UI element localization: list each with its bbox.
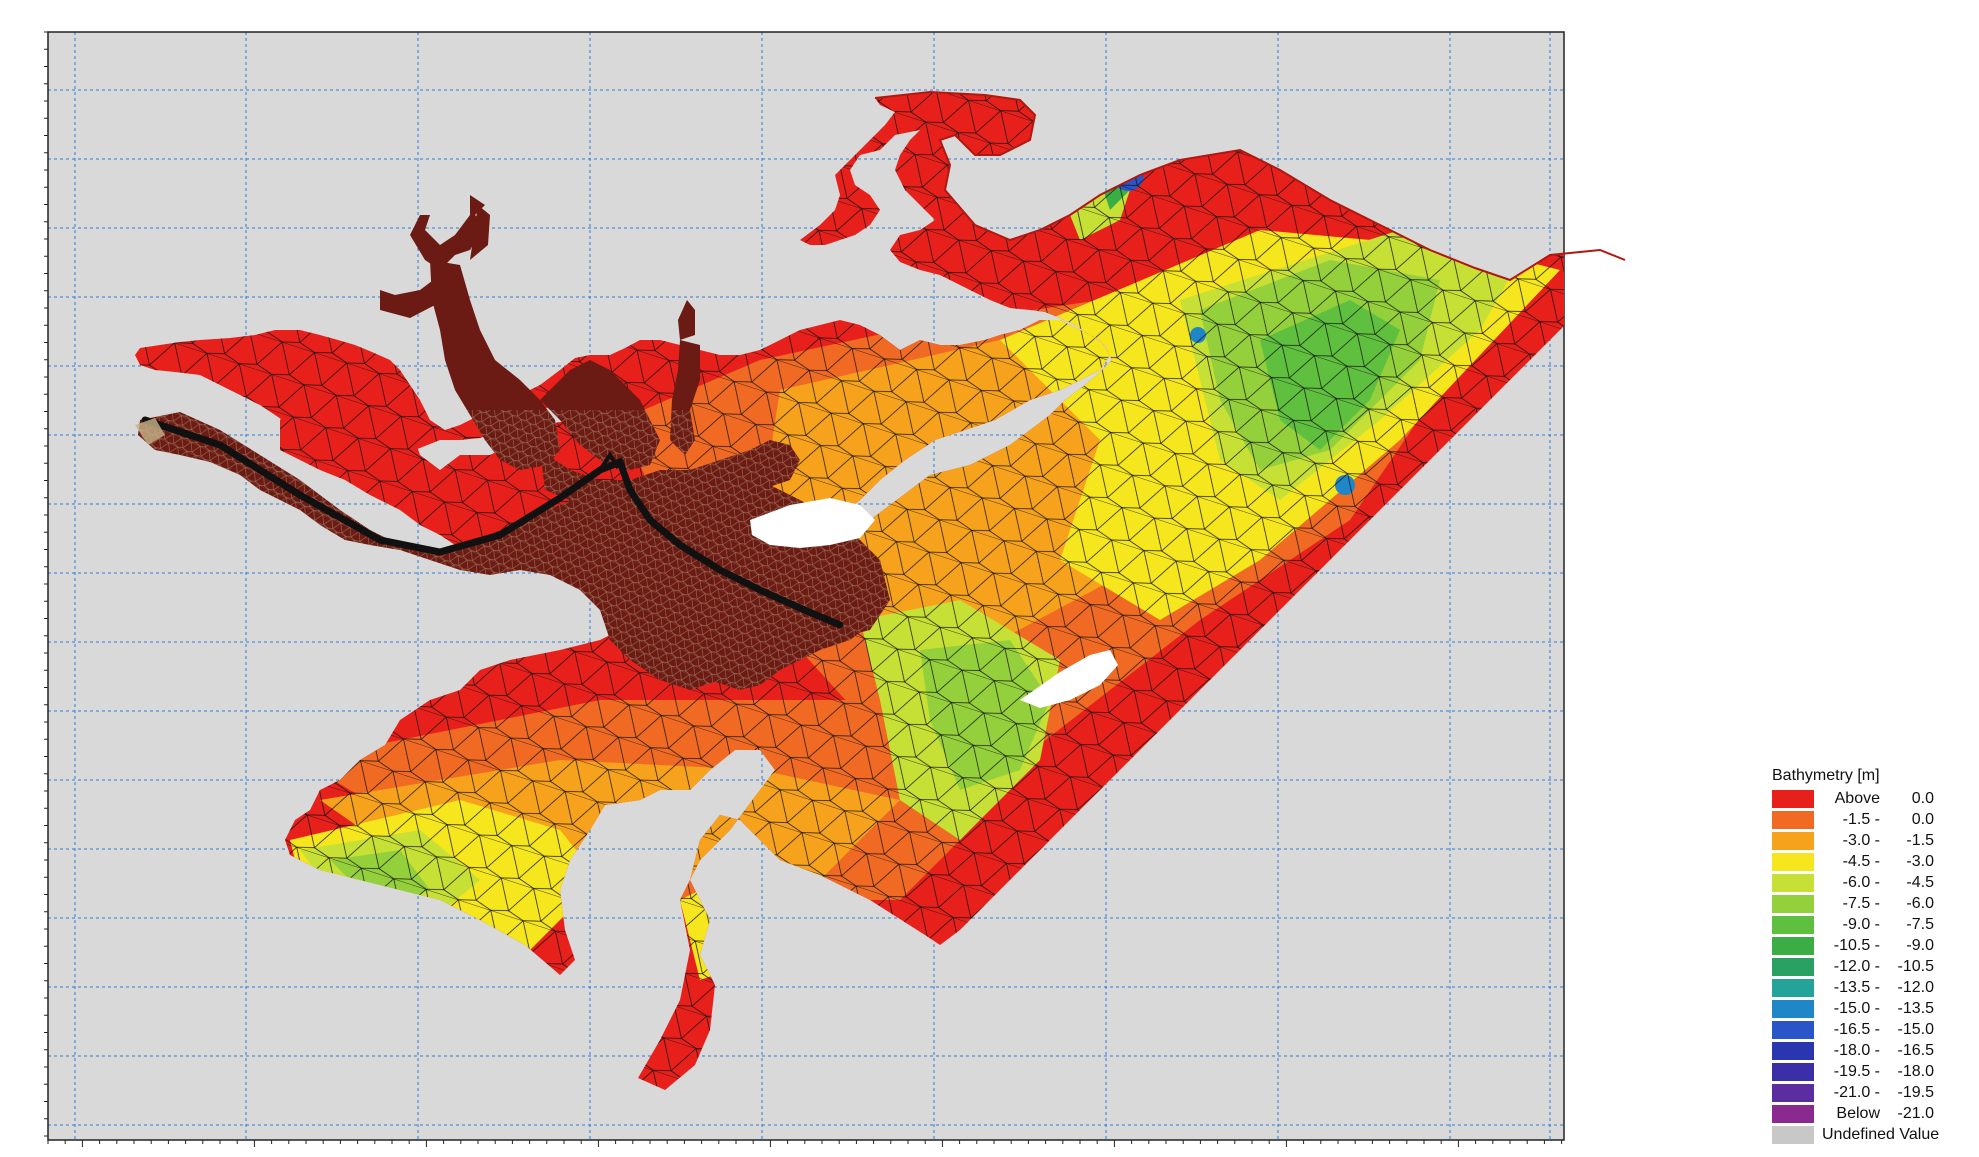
legend-range-from: -7.5 - bbox=[1842, 895, 1880, 912]
legend-swatch bbox=[1772, 979, 1814, 997]
legend-item: -10.5 - -9.0 bbox=[1772, 936, 1979, 956]
legend-range-to: 0.0 bbox=[1911, 790, 1934, 807]
legend-range-to: -7.5 bbox=[1906, 916, 1934, 933]
legend-range-from: -13.5 - bbox=[1833, 979, 1880, 996]
legend-range-from: Above bbox=[1834, 790, 1880, 807]
legend-item: Below -21.0 bbox=[1772, 1104, 1979, 1124]
legend-title: Bathymetry [m] bbox=[1772, 767, 1880, 784]
legend-range-to: -18.0 bbox=[1897, 1063, 1934, 1080]
legend: Bathymetry [m] Above 0.0 -1.5 - 0.0 -3.0 - -1… bbox=[1762, 767, 1979, 1152]
legend-swatch bbox=[1772, 853, 1814, 871]
legend-range-from: -6.0 - bbox=[1842, 874, 1880, 891]
legend-item: -19.5 - -18.0 bbox=[1772, 1062, 1979, 1082]
legend-swatch bbox=[1772, 832, 1814, 850]
legend-range-to: -6.0 bbox=[1906, 895, 1934, 912]
legend-range-from: -3.0 - bbox=[1842, 832, 1880, 849]
legend-range-from: -15.0 - bbox=[1833, 1000, 1880, 1017]
legend-range-from: -12.0 - bbox=[1833, 958, 1880, 975]
legend-range-to: -12.0 bbox=[1897, 979, 1934, 996]
legend-item: -15.0 - -13.5 bbox=[1772, 999, 1979, 1019]
legend-swatch bbox=[1772, 1084, 1814, 1102]
legend-item: Undefined Value bbox=[1772, 1125, 1979, 1145]
legend-range-to: 0.0 bbox=[1911, 811, 1934, 828]
legend-range-to: -13.5 bbox=[1897, 1000, 1934, 1017]
legend-item: -13.5 - -12.0 bbox=[1772, 978, 1979, 998]
legend-range-from: -16.5 - bbox=[1833, 1021, 1880, 1038]
legend-item: -6.0 - -4.5 bbox=[1772, 873, 1979, 893]
legend-range-from: -1.5 - bbox=[1842, 811, 1880, 828]
legend-range-to: -21.0 bbox=[1897, 1105, 1934, 1122]
legend-range-from: -10.5 - bbox=[1833, 937, 1880, 954]
legend-range-from: Below bbox=[1836, 1105, 1880, 1122]
legend-range-to: -19.5 bbox=[1897, 1084, 1934, 1101]
legend-item: -21.0 - -19.5 bbox=[1772, 1083, 1979, 1103]
legend-range-to: -16.5 bbox=[1897, 1042, 1934, 1059]
legend-range-to: -1.5 bbox=[1906, 832, 1934, 849]
legend-swatch bbox=[1772, 1021, 1814, 1039]
legend-swatch bbox=[1772, 1063, 1814, 1081]
legend-swatch bbox=[1772, 790, 1814, 808]
legend-swatch bbox=[1772, 874, 1814, 892]
axis-ticks bbox=[44, 31, 1563, 1147]
legend-range-to: -3.0 bbox=[1906, 853, 1934, 870]
legend-swatch bbox=[1772, 1042, 1814, 1060]
legend-item: -16.5 - -15.0 bbox=[1772, 1020, 1979, 1040]
legend-range-to: -4.5 bbox=[1906, 874, 1934, 891]
legend-item: -7.5 - -6.0 bbox=[1772, 894, 1979, 914]
legend-swatch bbox=[1772, 937, 1814, 955]
legend-item: -4.5 - -3.0 bbox=[1772, 852, 1979, 872]
legend-swatch bbox=[1772, 1126, 1814, 1144]
island bbox=[750, 498, 1118, 708]
legend-range-to: -9.0 bbox=[1906, 937, 1934, 954]
legend-swatch bbox=[1772, 916, 1814, 934]
legend-item: -1.5 - 0.0 bbox=[1772, 810, 1979, 830]
legend-item: -9.0 - -7.5 bbox=[1772, 915, 1979, 935]
legend-range-from: -9.0 - bbox=[1842, 916, 1880, 933]
legend-range-from: -18.0 - bbox=[1833, 1042, 1880, 1059]
legend-range-from: -4.5 - bbox=[1842, 853, 1880, 870]
legend-swatch bbox=[1772, 811, 1814, 829]
legend-range-to: -10.5 bbox=[1897, 958, 1934, 975]
legend-swatch bbox=[1772, 1000, 1814, 1018]
legend-item: Above 0.0 bbox=[1772, 789, 1979, 809]
legend-range-to: -15.0 bbox=[1897, 1021, 1934, 1038]
plot-frame bbox=[47, 31, 1565, 1141]
legend-swatch bbox=[1772, 958, 1814, 976]
legend-swatch bbox=[1772, 895, 1814, 913]
legend-item: -12.0 - -10.5 bbox=[1772, 957, 1979, 977]
legend-range-from: -21.0 - bbox=[1833, 1084, 1880, 1101]
legend-item: -18.0 - -16.5 bbox=[1772, 1041, 1979, 1061]
legend-label: Undefined Value bbox=[1822, 1126, 1940, 1143]
legend-item: -3.0 - -1.5 bbox=[1772, 831, 1979, 851]
legend-range-from: -19.5 - bbox=[1833, 1063, 1880, 1080]
legend-swatch bbox=[1772, 1105, 1814, 1123]
